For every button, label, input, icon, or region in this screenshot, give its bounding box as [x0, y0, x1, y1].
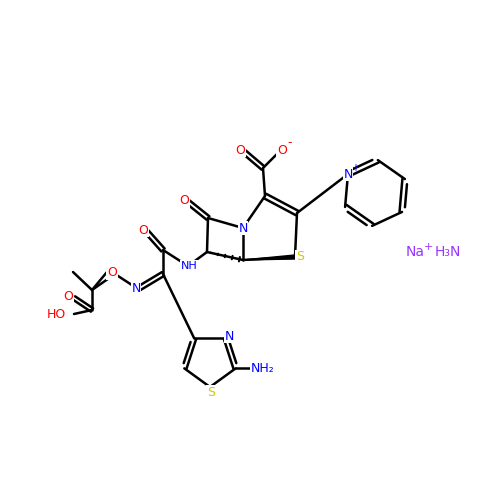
Text: O: O — [63, 290, 73, 304]
Text: +: + — [424, 242, 432, 252]
Text: HO: HO — [47, 308, 66, 320]
Text: -: - — [288, 136, 292, 149]
Text: O: O — [277, 144, 287, 156]
Text: +: + — [351, 163, 359, 173]
Text: O: O — [138, 224, 148, 236]
Text: O: O — [179, 194, 189, 207]
Text: N: N — [238, 222, 248, 234]
Text: N: N — [132, 282, 140, 294]
Text: H₃N: H₃N — [435, 245, 461, 259]
Text: NH: NH — [180, 261, 198, 271]
Text: S: S — [207, 386, 215, 398]
Text: S: S — [296, 250, 304, 264]
Text: NH₂: NH₂ — [251, 362, 274, 375]
Polygon shape — [243, 255, 295, 260]
Text: Na: Na — [406, 245, 424, 259]
Text: N: N — [344, 168, 352, 180]
Text: N: N — [225, 330, 234, 342]
Text: O: O — [107, 266, 117, 280]
Text: O: O — [235, 144, 245, 156]
